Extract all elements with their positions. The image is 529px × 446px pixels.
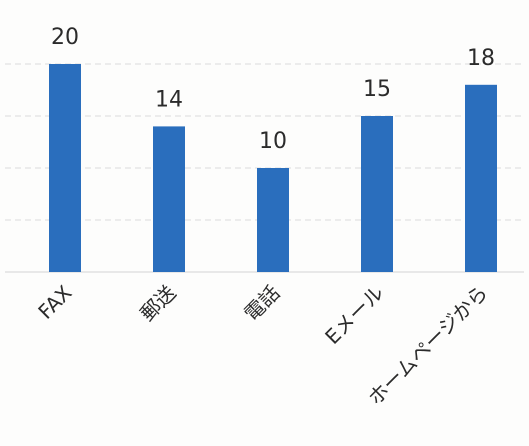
data-label-3: 10 [259, 129, 287, 154]
bar-2 [153, 126, 185, 273]
data-label-5: 18 [467, 46, 495, 71]
data-label-2: 14 [155, 87, 183, 112]
category-label-2: 郵送 [135, 281, 180, 326]
category-label-1: FAX [33, 280, 76, 323]
bar-4 [361, 116, 393, 272]
category-label-4: Eメール [320, 281, 388, 349]
bar-3 [257, 168, 289, 272]
bar-1 [49, 64, 81, 272]
category-label-3: 電話 [239, 281, 284, 326]
data-labels: 20 14 10 15 18 [51, 25, 495, 154]
data-label-4: 15 [363, 77, 391, 102]
bars [49, 64, 497, 273]
data-label-1: 20 [51, 25, 79, 50]
bar-5 [465, 84, 497, 272]
